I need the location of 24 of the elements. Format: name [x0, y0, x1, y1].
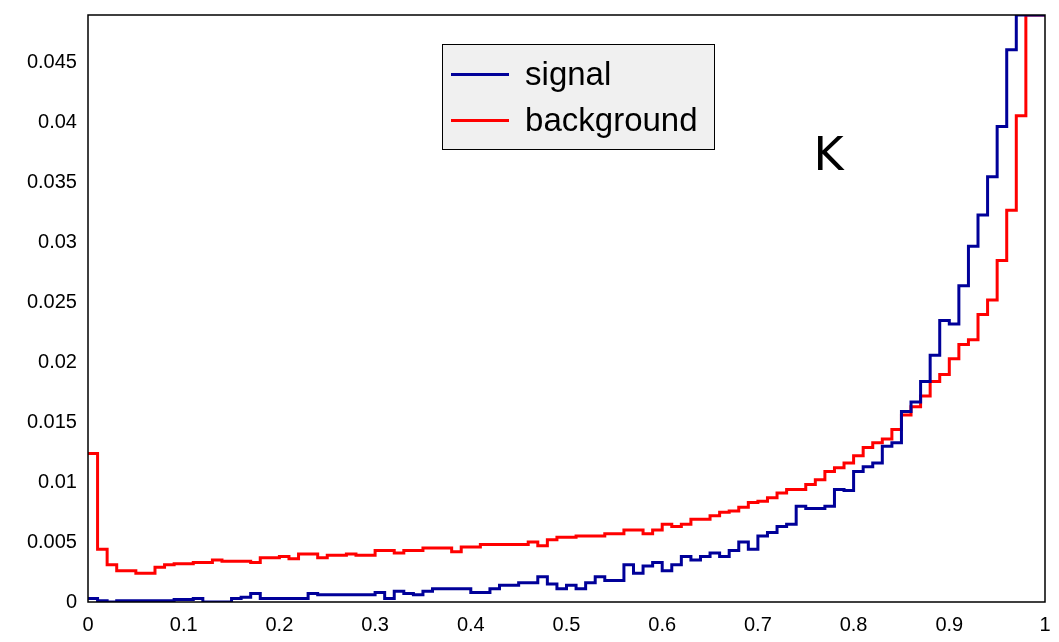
y-tick-label: 0.01: [38, 469, 77, 492]
y-tick-label: 0.04: [38, 110, 77, 133]
x-tick-label: 0.7: [743, 612, 772, 635]
x-tick-label: 0.8: [839, 612, 868, 635]
x-tick-label: 1: [1039, 612, 1051, 635]
x-tick-label: 0.1: [169, 612, 198, 635]
y-tick-label: 0.005: [26, 529, 77, 552]
x-tick-label: 0.9: [935, 612, 964, 635]
legend-label: signal: [525, 54, 612, 95]
x-tick-label: 0.2: [265, 612, 294, 635]
legend-label: background: [525, 100, 698, 141]
x-tick-label: 0.3: [361, 612, 390, 635]
y-tick-label: 0.035: [26, 170, 77, 193]
y-tick-label: 0.03: [38, 230, 77, 253]
y-tick-label: 0.015: [26, 409, 77, 432]
y-tick-label: 0.045: [26, 50, 77, 73]
y-tick-label: 0.02: [38, 349, 77, 372]
x-tick-label: 0.4: [456, 612, 485, 635]
y-tick-label: 0.025: [26, 290, 77, 313]
x-tick-label: 0: [82, 612, 94, 635]
x-tick-label: 0.6: [648, 612, 677, 635]
annotation: K: [813, 126, 844, 181]
x-tick-label: 0.5: [552, 612, 581, 635]
y-tick-label: 0: [65, 589, 77, 612]
